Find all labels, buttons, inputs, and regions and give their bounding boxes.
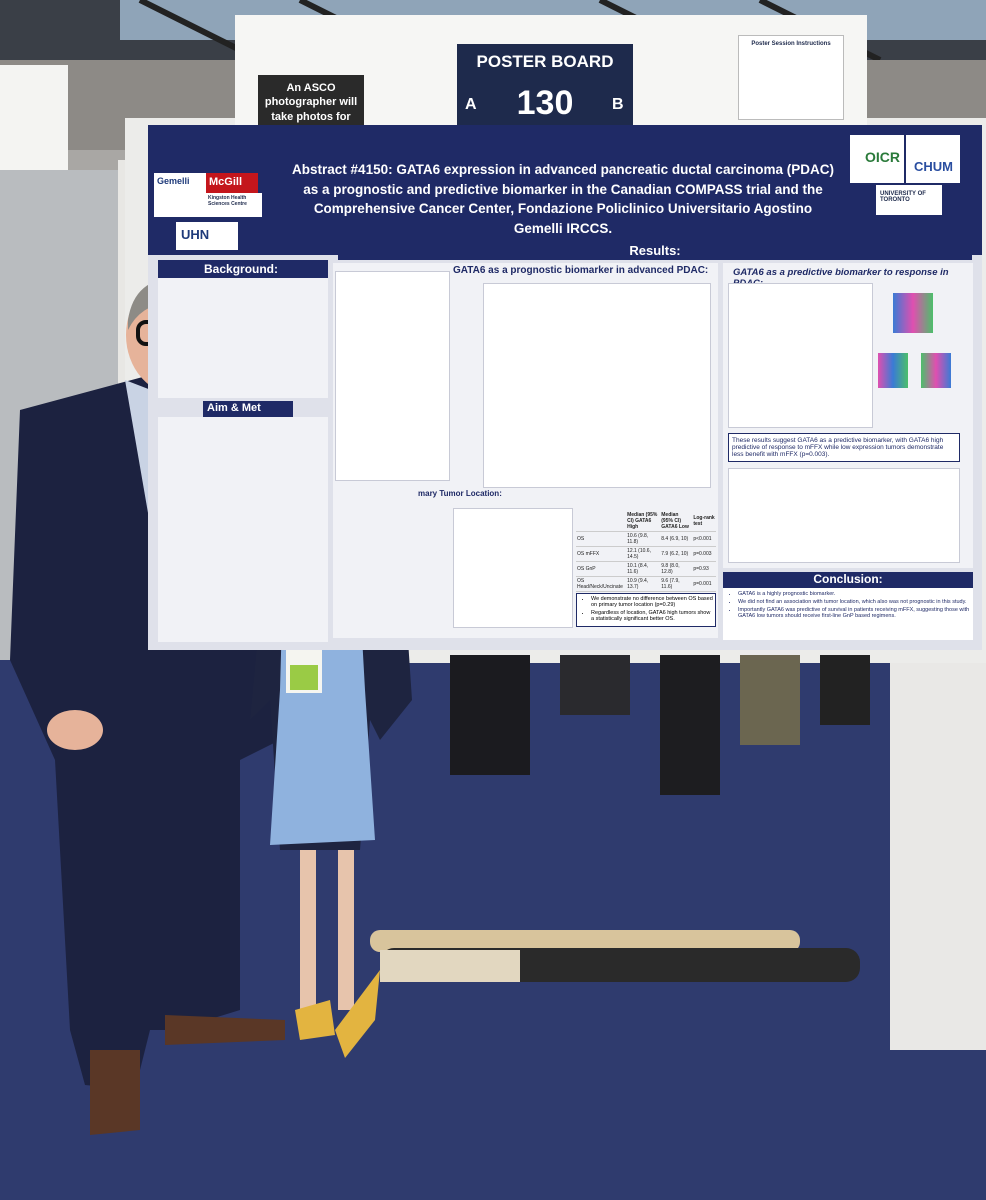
instructions-sheet: Poster Session Instructions <box>738 35 844 120</box>
table-cell: Log-rank test <box>692 511 716 532</box>
characteristics-table <box>335 271 450 481</box>
bullet: Importantly GATA6 was predictive of surv… <box>738 607 970 619</box>
logo: McGill <box>206 173 258 193</box>
text-panel <box>158 417 328 642</box>
table-cell <box>576 511 627 532</box>
logo: CHUM <box>906 135 960 183</box>
side-b: B <box>612 96 624 113</box>
table-cell: OS mFFX <box>576 546 627 562</box>
table-cell: p=0.003 <box>692 546 716 562</box>
table-cell: OS <box>576 531 627 547</box>
table-cell: p<0.001 <box>692 531 716 547</box>
panel-title: mary Tumor Location: <box>418 489 502 498</box>
logo: UHN <box>176 222 238 250</box>
table-cell: p=0.93 <box>692 561 716 577</box>
bar-chart <box>878 353 908 388</box>
table-cell: 9.6 (7.9, 11.6) <box>660 576 693 592</box>
poster-title: Abstract #4150: GATA6 expression in adva… <box>292 162 834 236</box>
text-panel <box>158 278 328 398</box>
section-header: Aim & Met <box>203 401 293 417</box>
results-panel: GATA6 as a prognostic biomarker in advan… <box>333 263 718 638</box>
section-header: Results: <box>338 243 972 260</box>
table-row: OS mFFX 12.1 (10.6, 14.5) 7.9 (6.2, 10) p=0… <box>576 546 716 562</box>
bullet: We did not find an association with tumo… <box>738 599 970 605</box>
table-row: OS 10.6 (9.8, 11.8) 8.4 (6.9, 10) p<0.001 <box>576 531 716 547</box>
waterfall-figure <box>728 283 873 428</box>
logo: UNIVERSITY OF TORONTO <box>876 185 942 215</box>
table-cell: 8.4 (6.9, 10) <box>660 531 693 547</box>
table-cell: 12.1 (10.6, 14.5) <box>626 546 661 562</box>
side-a: A <box>465 96 477 113</box>
logo: Kingston Health Sciences Centre <box>206 193 262 217</box>
panel-title: GATA6 as a prognostic biomarker in advan… <box>453 265 709 276</box>
km-figure <box>483 283 711 488</box>
board-number: 130 <box>516 84 574 122</box>
table-cell: Median (95% CI) GATA6 Low <box>660 511 693 532</box>
table-cell: 7.9 (6.2, 10) <box>660 546 693 562</box>
poster: Abstract #4150: GATA6 expression in adva… <box>148 125 982 650</box>
table-row: OS Head/Neck/Uncinate 10.9 (9.4, 13.7) 9.6… <box>576 576 716 592</box>
table-cell: 10.6 (9.8, 11.8) <box>626 531 661 547</box>
poster-header: Abstract #4150: GATA6 expression in adva… <box>148 125 982 255</box>
bullet: Regardless of location, GATA6 high tumor… <box>591 610 713 622</box>
table-cell: p=0.001 <box>692 576 716 592</box>
table-cell: OS GnP <box>576 561 627 577</box>
board-label: POSTER BOARD <box>476 52 614 71</box>
bar-chart <box>893 293 933 333</box>
bar-chart <box>921 353 951 388</box>
board-number-box: POSTER BOARD A 130 B <box>457 44 633 140</box>
km-figure <box>453 508 573 628</box>
predictive-summary: These results suggest GATA6 as a predict… <box>728 433 960 462</box>
table-cell: 10.9 (9.4, 13.7) <box>626 576 661 592</box>
bullet: We demonstrate no difference between OS … <box>591 596 713 608</box>
predictive-panel: GATA6 as a predictive biomarker to respo… <box>723 263 973 568</box>
table-row: OS GnP 10.1 (8.4, 11.6) 9.8 (8.0, 12.8) p=0… <box>576 561 716 577</box>
bullet: GATA6 is a highly prognostic biomarker. <box>738 591 970 597</box>
table-row: Median (95% CI) GATA6 High Median (95% CI… <box>576 511 716 532</box>
table-cell: 10.1 (8.4, 11.6) <box>626 561 661 577</box>
logo: Gemelli <box>154 173 206 217</box>
table-cell: 9.8 (8.0, 12.8) <box>660 561 693 577</box>
table-cell: Median (95% CI) GATA6 High <box>626 511 661 532</box>
survival-table: Median (95% CI) GATA6 High Median (95% CI… <box>576 511 716 601</box>
conclusion-box: GATA6 is a highly prognostic biomarker. … <box>723 588 973 640</box>
km-figure <box>728 468 960 563</box>
table-cell: OS Head/Neck/Uncinate <box>576 576 627 592</box>
section-header: Conclusion: <box>723 572 973 588</box>
table: Median (95% CI) GATA6 High Median (95% CI… <box>576 511 716 601</box>
location-notes: We demonstrate no difference between OS … <box>576 593 716 627</box>
section-header: Background: <box>158 260 328 278</box>
logo: OICR <box>850 135 904 183</box>
